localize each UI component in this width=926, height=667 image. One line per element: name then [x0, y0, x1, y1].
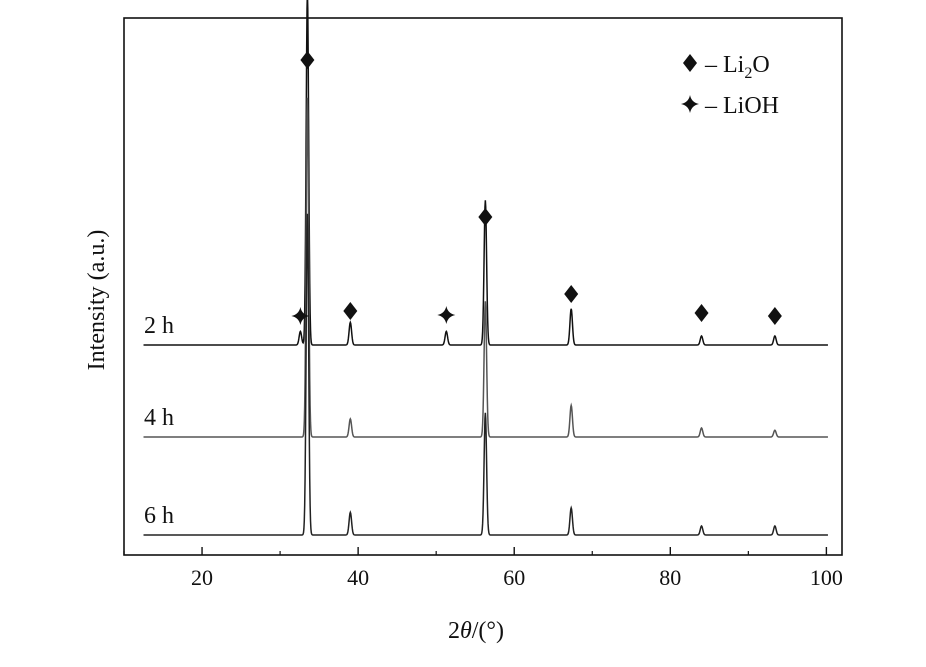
- legend-main: Li: [723, 52, 745, 78]
- x-axis-label-prefix: 2: [448, 618, 460, 644]
- series-label-4h: 4 h: [144, 405, 174, 431]
- li2o-diamond-marker: [343, 302, 358, 320]
- legend-label-0: – Li2O: [704, 52, 770, 82]
- legend-dash: –: [704, 93, 723, 119]
- li2o-diamond-marker: [478, 208, 493, 226]
- lioh-star-marker: [437, 306, 456, 324]
- series-line-4h: [143, 97, 828, 438]
- li2o-diamond-marker: [300, 51, 315, 69]
- x-axis-ticks: 20 40 60 80 100: [123, 547, 843, 590]
- li2o-diamond-marker: [683, 54, 697, 72]
- legend-subscript: 2: [744, 65, 752, 82]
- series-lines: [143, 0, 828, 536]
- series-line-6h: [143, 213, 828, 536]
- x-tick-label: 20: [191, 565, 213, 590]
- lioh-star-marker: [681, 95, 699, 113]
- legend-label-1: – LiOH: [704, 93, 779, 119]
- plot-frame: [123, 17, 843, 556]
- legend-dash: –: [704, 52, 723, 78]
- x-axis-label: 2θ/(°): [448, 618, 504, 644]
- y-axis-label: Intensity (a.u.): [84, 230, 110, 371]
- legend-tail: O: [752, 52, 769, 78]
- li2o-diamond-marker: [767, 307, 782, 325]
- series-labels: 2 h 4 h 6 h: [144, 313, 174, 529]
- series-label-2h: 2 h: [144, 313, 174, 339]
- x-axis-label-suffix: /(°): [472, 618, 504, 644]
- plot-border: [123, 17, 843, 556]
- peak-markers: [291, 51, 782, 325]
- li2o-diamond-marker: [564, 285, 579, 303]
- legend-main: LiOH: [723, 93, 779, 119]
- legend: – Li2O– LiOH: [681, 52, 779, 119]
- x-tick-label: 100: [810, 565, 843, 590]
- x-tick-label: 40: [347, 565, 369, 590]
- x-tick-label: 80: [659, 565, 681, 590]
- li2o-diamond-marker: [694, 304, 709, 322]
- series-line-2h: [143, 0, 828, 346]
- lioh-star-marker: [291, 307, 310, 325]
- x-tick-label: 60: [503, 565, 525, 590]
- series-label-6h: 6 h: [144, 503, 174, 529]
- x-axis-label-theta: θ: [460, 618, 472, 644]
